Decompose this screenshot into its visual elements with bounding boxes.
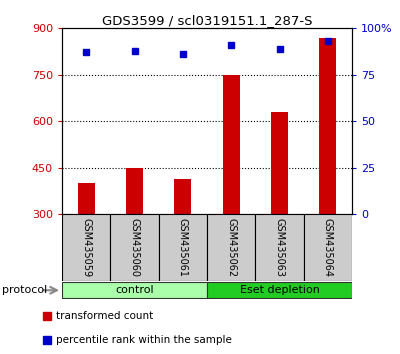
Text: GSM435059: GSM435059 [81,218,91,278]
Text: GSM435063: GSM435063 [274,218,284,277]
Text: Eset depletion: Eset depletion [240,285,320,295]
Text: GSM435062: GSM435062 [226,218,236,278]
Bar [159,214,207,281]
Title: GDS3599 / scl0319151.1_287-S: GDS3599 / scl0319151.1_287-S [102,14,312,27]
Text: GSM435061: GSM435061 [178,218,188,277]
Bar [255,214,304,281]
Bar [207,214,255,281]
Text: percentile rank within the sample: percentile rank within the sample [56,335,232,345]
Text: GSM435060: GSM435060 [130,218,140,277]
Text: transformed count: transformed count [56,311,153,321]
Bar [271,112,288,214]
Text: protocol: protocol [2,285,47,295]
Text: control: control [115,285,154,295]
Text: GSM435064: GSM435064 [323,218,333,277]
Bar [78,183,95,214]
Bar [207,282,352,298]
Bar [62,214,110,281]
Bar [174,178,191,214]
Bar [223,75,240,214]
Bar [304,214,352,281]
Bar [126,168,143,214]
Bar [319,38,336,214]
Bar [62,282,207,298]
Bar [110,214,159,281]
